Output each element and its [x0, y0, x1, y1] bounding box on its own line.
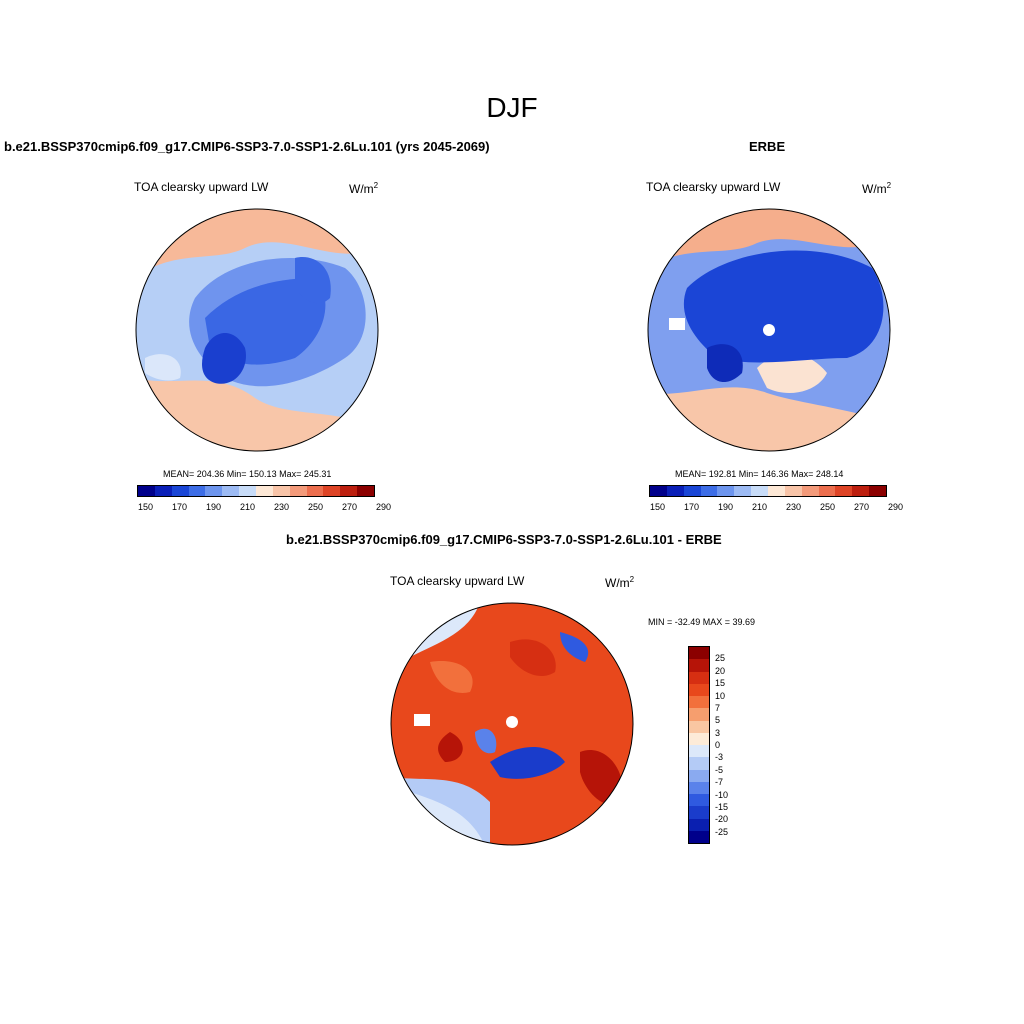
panel-1-colorbar-tick-label: 290 — [375, 502, 392, 512]
panel-3-colorbar-swatch — [689, 769, 709, 782]
panel-1-variable-label: TOA clearsky upward LW — [134, 180, 269, 194]
panel-3-colorbar-swatch — [689, 757, 709, 770]
panel-2-colorbar-tick-label: 290 — [887, 502, 904, 512]
panel-2-colorbar-swatch — [801, 486, 819, 496]
panel-1-colorbar-swatch — [340, 486, 358, 496]
panel-2-colorbar-swatch — [700, 486, 718, 496]
panel-2-colorbar-swatch — [835, 486, 853, 496]
main-title: DJF — [486, 92, 538, 123]
panel-2-colorbar-swatch — [768, 486, 785, 496]
panel-3-colorbar-swatch — [689, 830, 709, 843]
panel-1-colorbar-swatch — [222, 486, 240, 496]
panel-2-colorbar-swatch — [869, 486, 887, 496]
panel-3-polar-map — [390, 602, 634, 846]
panel-3-colorbar-tick-label: 25 — [715, 653, 726, 664]
panel-1-colorbar-swatch — [256, 486, 273, 496]
panel-1-colorbar-swatch — [272, 486, 290, 496]
panel-1-stats: MEAN= 204.36 Min= 150.13 Max= 245.31 — [163, 469, 332, 479]
panel-1-colorbar-swatch — [306, 486, 324, 496]
panel-1-title: b.e21.BSSP370cmip6.f09_g17.CMIP6-SSP3-7.… — [4, 139, 490, 154]
panel-2-colorbar-tick-label: 210 — [751, 502, 768, 512]
panel-3-colorbar-tick-label: 7 — [715, 702, 721, 713]
panel-2-colorbar-swatch — [683, 486, 701, 496]
panel-2-colorbar-tick-label: 270 — [853, 502, 870, 512]
panel-3-stats: MIN = -32.49 MAX = 39.69 — [648, 617, 756, 627]
panel-3-colorbar-tick-label: 15 — [715, 678, 726, 689]
panel-2-colorbar-swatch — [818, 486, 836, 496]
panel-1-colorbar-tick-label: 150 — [137, 502, 154, 512]
panel-2-colorbar-swatch — [852, 486, 870, 496]
panel-2-colorbar-labels: 150 170 190 210 230 250 270 290 — [649, 502, 903, 514]
panel-1-colorbar-swatch — [323, 486, 341, 496]
panel-3-colorbar-swatch — [689, 745, 709, 758]
panel-3-colorbar-swatch — [689, 683, 709, 696]
panel-2-title: ERBE — [749, 139, 786, 154]
panel-1-colorbar-tick-label: 250 — [307, 502, 324, 512]
panel-3-colorbar-tick-label: 3 — [715, 727, 721, 738]
panel-1-colorbar-swatch — [205, 486, 223, 496]
panel-3-colorbar-tick-label: -3 — [715, 752, 724, 763]
panel-3-colorbar-tick-label: -25 — [715, 826, 729, 837]
panel-1-units: W/m2 — [349, 181, 379, 196]
panel-1-colorbar-swatch — [188, 486, 206, 496]
panel-1-colorbar-swatch — [154, 486, 172, 496]
panel-2-colorbar-swatch — [784, 486, 802, 496]
panel-1-colorbar-tick-label: 170 — [171, 502, 188, 512]
panel-2-colorbar-tick-label: 190 — [717, 502, 734, 512]
panel-3-colorbar-swatch — [689, 671, 709, 684]
panel-1-colorbar-tick-label: 190 — [205, 502, 222, 512]
panel-3-colorbar-tick-label: 0 — [715, 740, 721, 750]
panel-3-colorbar-tick-label: -7 — [715, 777, 724, 788]
panel-2-polar-map — [647, 208, 891, 452]
panel-3-colorbar-tick-label: 20 — [715, 665, 726, 676]
panel-3-colorbar-labels: 25 20 15 10 7 5 3 0 -3 -5 -7 -10 -15 -20 -25 — [715, 646, 745, 844]
panel-3-colorbar-swatch — [689, 708, 709, 721]
panel-2-colorbar-swatch — [734, 486, 752, 496]
panel-3-colorbar-swatch — [689, 794, 709, 807]
panel-1-colorbar-tick-label: 210 — [239, 502, 256, 512]
panel-2-units: W/m2 — [862, 181, 892, 196]
panel-3-colorbar-swatch — [689, 659, 709, 672]
panel-3-colorbar-tick-label: -15 — [715, 801, 729, 812]
panel-2-colorbar-swatch — [650, 486, 667, 496]
panel-2-colorbar-tick-label: 170 — [683, 502, 700, 512]
panel-2-colorbar-swatch — [666, 486, 684, 496]
panel-1-colorbar — [137, 485, 375, 497]
panel-2-colorbar-swatch — [717, 486, 735, 496]
panel-3-colorbar-swatch — [689, 806, 709, 819]
panel-3-colorbar-swatch — [689, 720, 709, 733]
panel-3-colorbar-tick-label: -20 — [715, 814, 729, 825]
panel-1-colorbar-swatch — [289, 486, 307, 496]
panel-2-variable-label: TOA clearsky upward LW — [646, 180, 781, 194]
panel-3-colorbar-tick-label: 5 — [715, 715, 721, 726]
panel-3-variable-label: TOA clearsky upward LW — [390, 574, 525, 588]
panel-1-colorbar-swatch — [357, 486, 375, 496]
panel-1-colorbar-tick-label: 230 — [273, 502, 290, 512]
panel-3-colorbar-swatch — [689, 818, 709, 831]
panel-2-colorbar-swatch — [751, 486, 769, 496]
panel-1-colorbar-tick-label: 270 — [341, 502, 358, 512]
panel-3-colorbar-swatch — [689, 647, 709, 660]
panel-3-colorbar-swatch — [689, 696, 709, 709]
panel-2-colorbar — [649, 485, 887, 497]
panel-3-title: b.e21.BSSP370cmip6.f09_g17.CMIP6-SSP3-7.… — [286, 532, 722, 547]
panel-2-colorbar-tick-label: 250 — [819, 502, 836, 512]
panel-1-colorbar-swatch — [138, 486, 155, 496]
panel-1-polar-map — [135, 208, 379, 452]
panel-3-colorbar-tick-label: -5 — [715, 764, 724, 775]
panel-3-colorbar-tick-label: 10 — [715, 690, 726, 701]
panel-2-stats: MEAN= 192.81 Min= 146.36 Max= 248.14 — [675, 469, 844, 479]
panel-1-colorbar-swatch — [239, 486, 257, 496]
panel-3-colorbar-tick-label: -10 — [715, 789, 729, 800]
panel-3-colorbar-swatch — [689, 781, 709, 794]
panel-2-colorbar-tick-label: 230 — [785, 502, 802, 512]
panel-1-colorbar-labels: 150 170 190 210 230 250 270 290 — [137, 502, 391, 514]
panel-1-colorbar-swatch — [171, 486, 189, 496]
panel-3-colorbar-swatch — [689, 732, 709, 745]
panel-3-units: W/m2 — [605, 575, 635, 590]
panel-2-colorbar-tick-label: 150 — [649, 502, 666, 512]
panel-3-colorbar — [688, 646, 710, 844]
